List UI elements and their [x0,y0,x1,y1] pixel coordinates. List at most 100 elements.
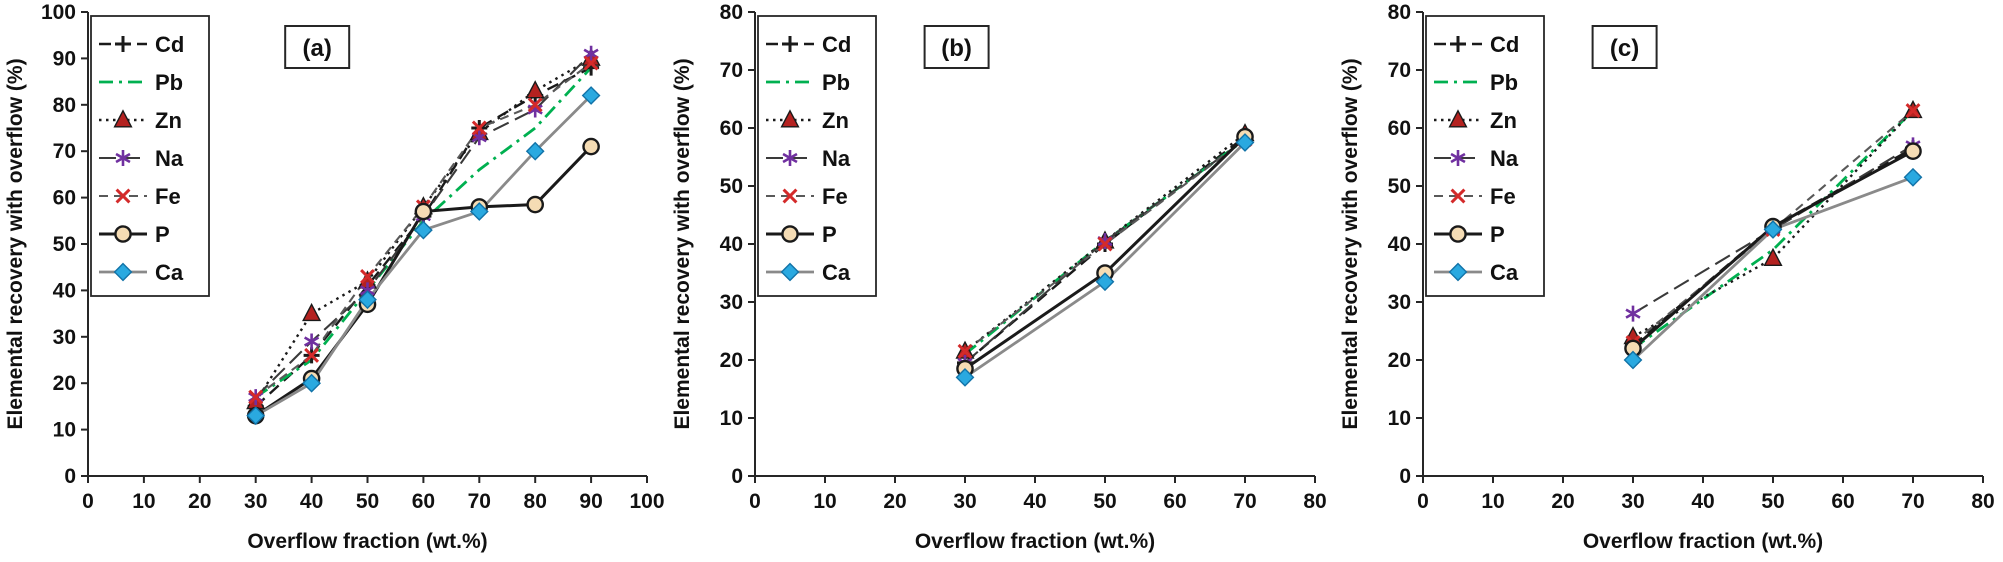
marker-Ca [469,202,489,221]
axes: 0 10 20 30 40 50 60 70 80 0 10 20 30 40 50 60 70 80 [720,1,1327,513]
chart-panel-a: 0 10 20 30 40 50 60 70 80 90 100 0 10 20 30 40 50 60 70 80 9… [0,0,667,562]
y-axis-title: Elemental recovery with overflow (%) [1339,58,1362,429]
legend-marker-Fe [782,188,798,204]
x-tick-label: 10 [132,490,155,513]
legend-label-Fe: Fe [822,184,848,209]
y-tick-label: 0 [731,465,743,488]
legend-label-P: P [155,222,170,247]
legend-marker-Ca [113,262,133,282]
y-tick-label: 50 [1388,175,1411,198]
y-tick-label: 80 [720,1,743,24]
legend-label-Pb: Pb [1490,70,1518,95]
x-tick-label: 50 [1093,490,1116,513]
x-axis-title: Overflow fraction (wt.%) [247,530,487,553]
x-tick-label: 30 [244,490,267,513]
x-tick-label: 50 [1761,490,1784,513]
marker-P [526,195,545,214]
legend-label-Ca: Ca [1490,260,1519,285]
marker-Ca [955,368,975,387]
x-axis-title: Overflow fraction (wt.%) [1583,530,1823,553]
series-line-Ca [254,94,593,417]
legend-label-P: P [822,222,837,247]
legend-label-Cd: Cd [155,32,184,57]
legend-label-Fe: Fe [155,184,181,209]
x-tick-label: 60 [1831,490,1854,513]
legend-label-Ca: Ca [822,260,851,285]
legend-marker-Zn [113,109,133,128]
x-tick-label: 40 [1023,490,1046,513]
y-tick-label: 30 [53,326,76,349]
series-line-Pb [1632,109,1914,350]
legend-label-P: P [1490,222,1505,247]
y-tick-label: 60 [720,117,743,140]
y-tick-label: 40 [1388,233,1411,256]
marker-Ca [1235,133,1255,152]
legend-marker-Fe [1450,188,1466,204]
svg-text:(a): (a) [303,35,332,62]
x-tick-label: 60 [1163,490,1186,513]
marker-Ca [1903,167,1923,187]
y-tick-label: 60 [1388,117,1411,140]
legend-label-Fe: Fe [1490,184,1516,209]
x-tick-label: 10 [813,490,836,513]
legend-marker-P [114,225,132,243]
marker-Zn [525,80,545,99]
y-tick-label: 60 [53,187,76,210]
y-tick-label: 80 [53,94,76,117]
panel-label: (a) [284,25,351,69]
marker-Fe [527,97,543,113]
legend-label-Na: Na [1490,146,1519,171]
marker-Ca [414,220,433,240]
y-tick-label: 80 [1388,1,1411,24]
series-line-Ca [1632,175,1914,362]
x-tick-label: 0 [749,490,761,513]
legend-marker-P [781,225,799,243]
marker-Fe [583,55,599,71]
series-line-Fe [1632,109,1914,344]
marker-Fe [1905,103,1921,119]
marker-P [1904,142,1922,160]
legend-label-Pb: Pb [822,70,850,95]
chart-a-svg: 0 10 20 30 40 50 60 70 80 90 100 0 10 20 30 40 50 60 70 80 9… [0,0,667,562]
x-tick-label: 50 [356,490,379,513]
series-line-Cd [1632,147,1914,347]
legend-marker-Fe [115,188,131,204]
marker-Na [303,333,320,350]
panel-label: (c) [1591,25,1658,69]
legend: Cd Pb Zn Na Fe P Ca [757,15,877,297]
marker-Zn [1763,247,1783,266]
marker-Fe [248,389,264,405]
x-tick-label: 80 [1971,490,1994,513]
marker-Ca [302,373,321,393]
y-tick-label: 70 [720,59,743,82]
legend-label-Cd: Cd [1490,32,1519,57]
marker-Fe [471,120,487,136]
y-tick-label: 50 [53,233,76,256]
x-tick-label: 10 [1481,490,1504,513]
marker-Fe [360,269,375,284]
y-tick-label: 70 [1388,59,1411,82]
marker-Fe [1097,236,1113,252]
y-tick-label: 90 [53,47,76,70]
marker-P [582,137,600,156]
marker-Ca [1623,350,1643,370]
y-tick-label: 0 [64,465,76,488]
axes: 0 10 20 30 40 50 60 70 80 0 10 20 30 40 50 60 70 80 [1388,1,1995,513]
y-tick-label: 20 [1388,349,1411,372]
y-tick-label: 20 [53,372,76,395]
x-tick-label: 100 [629,490,664,513]
panel-label: (b) [923,25,990,69]
marker-Ca [525,141,545,161]
x-tick-label: 60 [412,490,435,513]
chart-b-svg: 0 10 20 30 40 50 60 70 80 0 10 20 30 40 50 60 70 80 Overfl… [667,0,1335,562]
y-tick-label: 50 [720,175,743,198]
y-tick-label: 30 [1388,291,1411,314]
x-tick-label: 0 [1417,490,1429,513]
legend-marker-Na [115,150,131,166]
x-tick-label: 20 [1551,490,1574,513]
legend-label-Zn: Zn [1490,108,1517,133]
legend-label-Na: Na [155,146,184,171]
x-tick-label: 30 [1621,490,1644,513]
legend-marker-Ca [1448,262,1468,282]
